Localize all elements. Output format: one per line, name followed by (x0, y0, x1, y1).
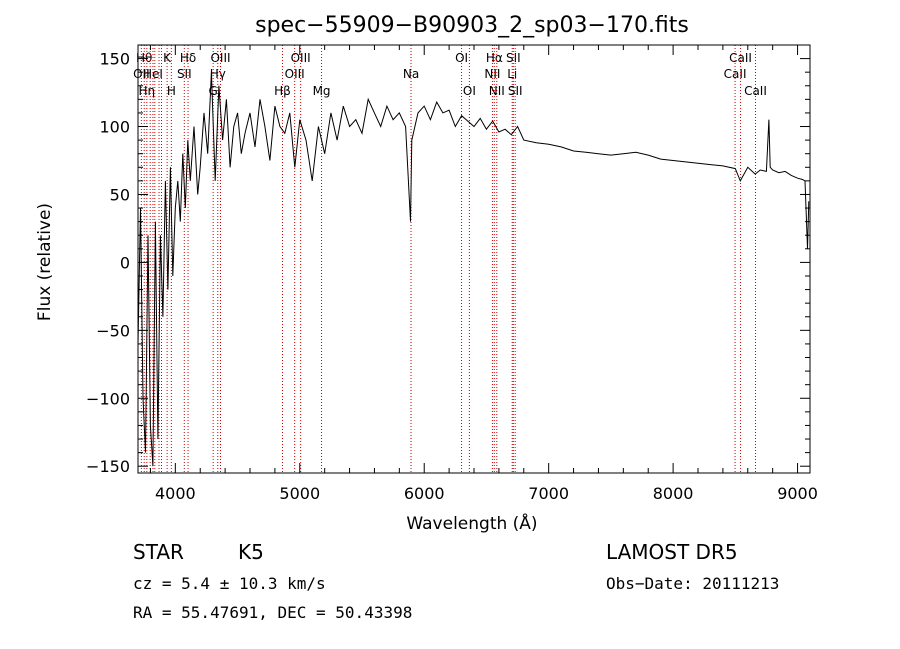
line-label: Hα (486, 51, 503, 65)
line-label: CaII (744, 84, 767, 98)
plot-frame (137, 44, 811, 474)
line-label: NII (489, 84, 505, 98)
line-label: Hθ (136, 51, 152, 65)
line-label: OI (463, 84, 476, 98)
line-label: OI (455, 51, 468, 65)
x-axis: 4000 5000 6000 7000 8000 9000 (149, 45, 818, 503)
y-tick-label: 50 (110, 185, 130, 204)
x-tick-label: 6000 (404, 484, 445, 503)
survey-name: LAMOST DR5 (606, 540, 738, 564)
line-label: NII (484, 67, 500, 81)
x-tick-label: 4000 (155, 484, 196, 503)
line-label: HeI (143, 67, 163, 81)
ra-dec-text: RA = 55.47691, DEC = 50.43398 (133, 603, 413, 622)
line-label: CaII (724, 67, 747, 81)
line-label: Hδ (180, 51, 196, 65)
y-axis: −150 −100 −50 0 50 100 150 (86, 50, 810, 476)
spectrum-trace (137, 72, 810, 467)
line-label: Na (403, 67, 419, 81)
y-tick-label: 0 (120, 253, 130, 272)
x-tick-label: 9000 (777, 484, 818, 503)
line-label: Hγ (210, 67, 226, 81)
spectral-line-markers: OIIHθHηHeIKHSIIHδGHγOIIIHβOIIIOIIIMgNaOI… (133, 45, 767, 473)
line-label: Hβ (274, 84, 291, 98)
object-class: STAR (133, 540, 184, 564)
y-tick-label: 100 (99, 118, 130, 137)
chart-title: spec−55909−B90903_2_sp03−170.fits (255, 13, 689, 38)
line-label: OIII (285, 67, 305, 81)
redshift-text: cz = 5.4 ± 10.3 km/s (133, 574, 326, 593)
x-tick-label: 5000 (279, 484, 320, 503)
obs-date-text: Obs−Date: 20111213 (606, 574, 780, 593)
line-label: SII (506, 51, 521, 65)
line-label: K (163, 51, 172, 65)
line-label: CaII (729, 51, 752, 65)
y-tick-label: 150 (99, 50, 130, 69)
line-label: Mg (313, 84, 331, 98)
line-label: OII (133, 67, 150, 81)
y-tick-label: −150 (86, 457, 130, 476)
y-tick-label: −50 (96, 321, 130, 340)
x-tick-label: 7000 (528, 484, 569, 503)
line-label: G (209, 84, 218, 98)
x-axis-label: Wavelength (Å) (406, 512, 537, 534)
line-label: OIII (291, 51, 311, 65)
line-label: H (167, 84, 176, 98)
line-label: Hη (139, 84, 156, 98)
line-label: OIII (210, 51, 230, 65)
x-tick-label: 8000 (653, 484, 694, 503)
y-tick-label: −100 (86, 389, 130, 408)
line-label: SII (508, 84, 523, 98)
y-axis-label: Flux (relative) (35, 203, 55, 321)
line-label: SII (177, 67, 192, 81)
object-subclass: K5 (238, 540, 264, 564)
line-label: Li (507, 67, 517, 81)
